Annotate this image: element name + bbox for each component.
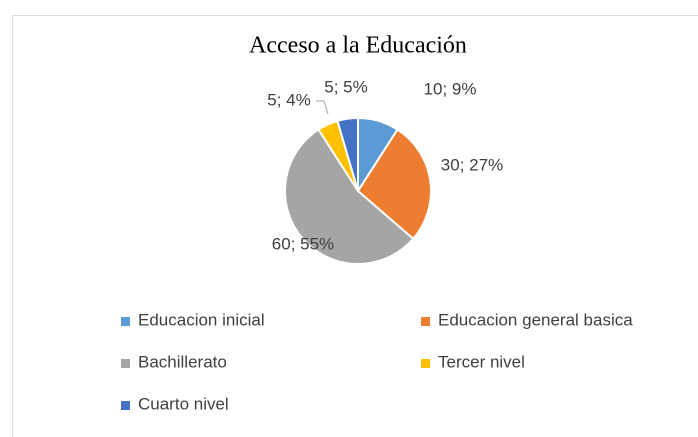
legend-marker	[421, 317, 430, 326]
legend-marker	[121, 317, 130, 326]
legend-label: Bachillerato	[138, 352, 227, 371]
legend-label: Educacion inicial	[138, 310, 265, 329]
pie-slice	[336, 116, 359, 192]
data-label: 5; 5%	[324, 77, 367, 96]
legend-marker	[421, 359, 430, 368]
data-label: 5; 4%	[267, 90, 310, 109]
legend-label: Educacion general basica	[438, 310, 633, 329]
leader-line	[316, 100, 329, 115]
pie-slice	[284, 128, 415, 265]
legend-marker	[121, 401, 130, 410]
chart-title: Acceso a la Educación	[249, 33, 467, 59]
data-label: 30; 27%	[441, 155, 503, 174]
pie-slice	[356, 128, 432, 241]
legend-label: Tercer nivel	[438, 352, 525, 371]
legend-label: Cuarto nivel	[138, 394, 229, 413]
data-label: 60; 55%	[272, 234, 334, 253]
legend-marker	[121, 359, 130, 368]
data-label: 10; 9%	[424, 79, 477, 98]
